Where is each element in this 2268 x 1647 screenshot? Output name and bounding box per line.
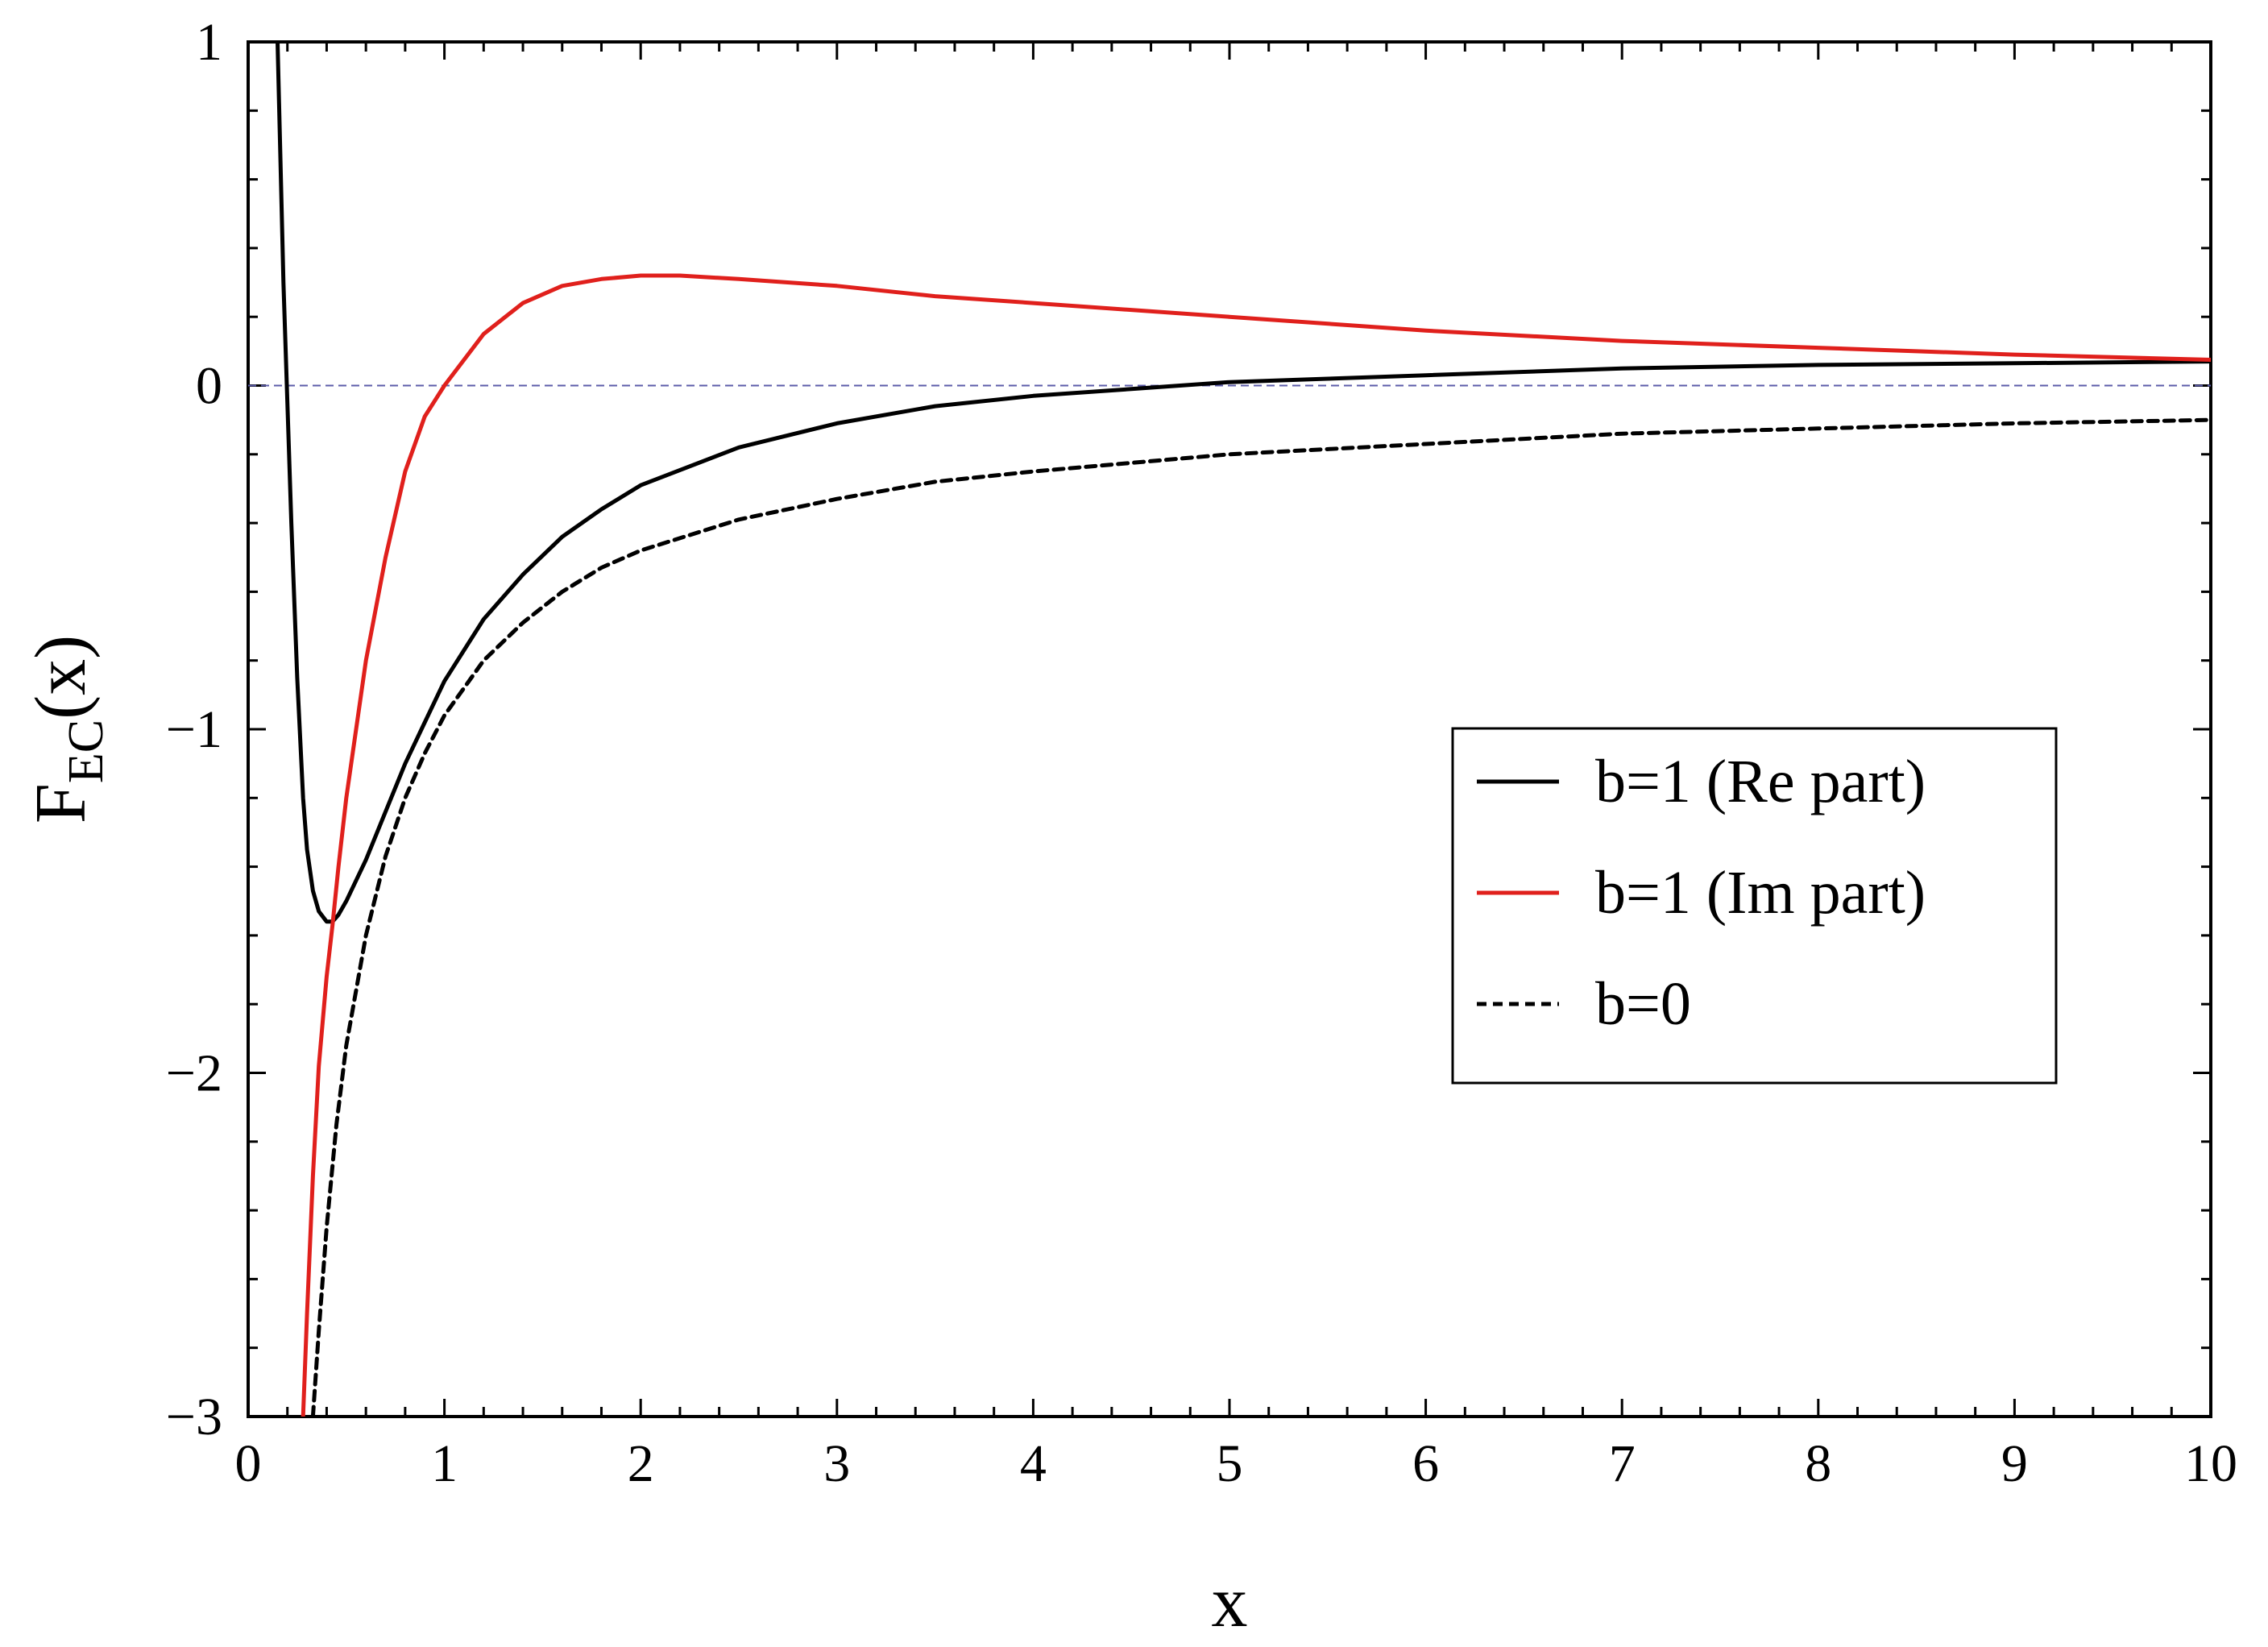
y-tick-label: −3 <box>166 1388 222 1446</box>
x-tick-label: 9 <box>2001 1434 2028 1493</box>
legend-label: b=0 <box>1595 970 1691 1038</box>
x-tick-label: 7 <box>1609 1434 1636 1493</box>
x-tick-label: 6 <box>1412 1434 1439 1493</box>
y-tick-label: 0 <box>196 357 222 416</box>
svg-text:FEC(x): FEC(x) <box>21 635 114 824</box>
x-tick-label: 8 <box>1805 1434 1831 1493</box>
y-tick-label: 1 <box>196 13 222 72</box>
y-tick-labels: −3 −2 −1 0 1 <box>166 13 222 1446</box>
y-axis-title-main: F <box>21 783 101 824</box>
legend-entries: b=1 (Re part) b=1 (Im part) b=0 <box>1477 748 1926 1038</box>
y-tick-label: −2 <box>166 1044 222 1103</box>
legend: b=1 (Re part) b=1 (Im part) b=0 <box>1451 727 2058 1085</box>
y-axis-title-subscript: EC <box>59 720 114 783</box>
legend-label: b=1 (Re part) <box>1595 748 1926 815</box>
x-tick-label: 3 <box>823 1434 850 1493</box>
axis-ticks <box>247 40 2212 1418</box>
x-tick-label: 5 <box>1217 1434 1243 1493</box>
series-group <box>276 42 2211 1417</box>
x-axis-title: x <box>1212 1562 1248 1642</box>
y-axis-title-suffix: (x) <box>21 635 101 720</box>
x-tick-labels: 0 1 2 3 4 5 6 7 8 9 10 <box>235 1434 2238 1493</box>
series-line-b-1-re-part <box>276 42 2211 924</box>
y-tick-label: −1 <box>166 700 222 759</box>
y-axis-title: FEC(x) <box>21 635 114 824</box>
x-tick-label: 4 <box>1020 1434 1047 1493</box>
series-line-b-0 <box>310 417 2211 1417</box>
x-tick-label: 1 <box>431 1434 458 1493</box>
x-tick-label: 10 <box>2184 1434 2237 1493</box>
series-line-b-1-im-part <box>301 273 2211 1417</box>
legend-box <box>1451 727 2058 1085</box>
legend-label: b=1 (Im part) <box>1595 859 1926 927</box>
x-tick-label: 0 <box>235 1434 262 1493</box>
x-tick-label: 2 <box>628 1434 654 1493</box>
